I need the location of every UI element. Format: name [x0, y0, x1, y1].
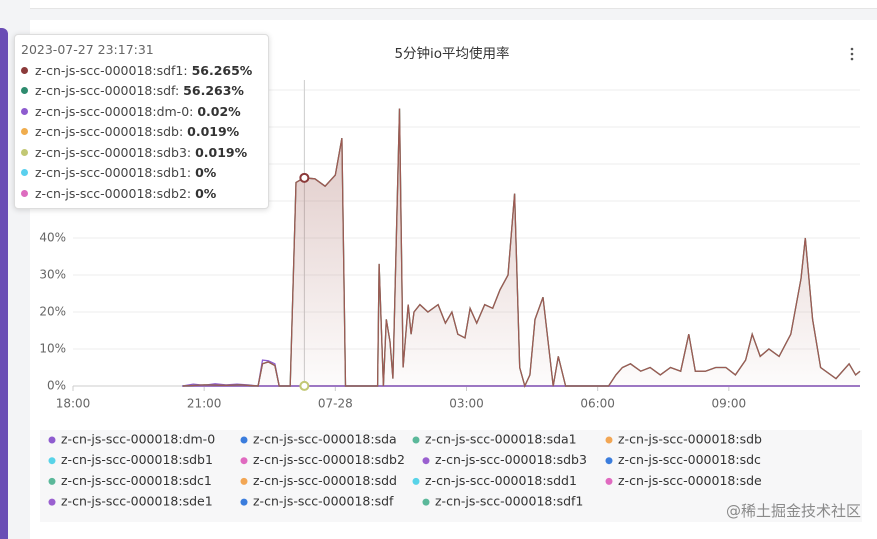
legend-label: z-cn-js-scc-000018:sdb1 [61, 452, 213, 467]
x-tick-label: 06:00 [580, 397, 615, 411]
tooltip-marker [21, 189, 28, 197]
legend-label: z-cn-js-scc-000018:sde [618, 473, 762, 488]
watermark: @稀土掘金技术社区 [725, 502, 861, 520]
tooltip-time: 2023-07-27 23:17:31 [21, 42, 154, 57]
legend-marker [240, 436, 248, 444]
y-tick-label: 10% [39, 342, 66, 356]
legend-label: z-cn-js-scc-000018:sdd1 [425, 473, 577, 488]
tooltip-value: 0% [195, 185, 217, 201]
legend-marker [412, 436, 420, 444]
x-tick-label: 07-28 [318, 397, 353, 411]
legend-marker [48, 457, 56, 465]
tooltip-name: z-cn-js-scc-000018:sdb [35, 124, 179, 139]
legend-marker [240, 457, 248, 465]
x-tick-label: 03:00 [449, 397, 484, 411]
x-tick-label: 21:00 [187, 397, 222, 411]
hover-point [299, 380, 310, 391]
tooltip-value: 56.263% [183, 83, 244, 98]
legend-box [40, 430, 862, 522]
y-tick-label: 20% [39, 305, 66, 319]
legend-label: z-cn-js-scc-000018:sdc [618, 452, 761, 467]
legend-label: z-cn-js-scc-000018:sdd [253, 473, 397, 488]
tooltip-name: z-cn-js-scc-000018:sdb1 [35, 165, 187, 180]
y-tick-label: 40% [39, 231, 66, 245]
tooltip-name: z-cn-js-scc-000018:sdf1 [35, 62, 184, 78]
legend-marker [422, 457, 430, 465]
legend-label: z-cn-js-scc-000018:dm-0 [61, 432, 215, 447]
tooltip-row: z-cn-js-scc-000018:sdf1: 56.265% [21, 61, 262, 82]
hover-point [299, 172, 310, 183]
tooltip-row: z-cn-js-scc-000018:dm-0: 0.02% [21, 102, 262, 123]
tooltip-row: z-cn-js-scc-000018:sdb: 0.019% [21, 122, 262, 143]
x-tick-label: 09:00 [712, 397, 747, 411]
tooltip-value: 56.265% [191, 62, 253, 78]
tooltip-name: z-cn-js-scc-000018:sdf [35, 83, 175, 98]
tooltip-marker [21, 169, 28, 176]
legend-marker [48, 477, 56, 485]
legend-label: z-cn-js-scc-000018:sdf [253, 494, 394, 509]
tooltip-marker [21, 66, 28, 74]
legend-marker [422, 498, 430, 506]
legend-label: z-cn-js-scc-000018:sdb2 [253, 452, 405, 467]
tooltip-marker [21, 107, 28, 115]
legend-label: z-cn-js-scc-000018:sda1 [425, 432, 577, 447]
legend-marker [240, 477, 248, 485]
tooltip-row: z-cn-js-scc-000018:sdb1: 0% [21, 163, 262, 184]
tooltip-marker [21, 128, 28, 135]
legend-marker [48, 498, 56, 506]
tooltip: 2023-07-27 23:17:31 z-cn-js-scc-000018:sd… [14, 34, 269, 209]
tooltip-value: 0.019% [187, 124, 240, 139]
legend-marker [605, 457, 613, 465]
legend-marker [412, 477, 420, 485]
tooltip-value: 0% [195, 165, 217, 180]
legend-label: z-cn-js-scc-000018:sdc1 [61, 473, 212, 488]
legend-marker [48, 436, 56, 444]
legend-label: z-cn-js-scc-000018:sda [253, 432, 397, 447]
legend-marker [240, 498, 248, 506]
top-card [30, 0, 877, 9]
side-bar [0, 28, 8, 539]
legend-marker [605, 477, 613, 485]
tooltip-value: 0.019% [195, 144, 248, 160]
legend-label: z-cn-js-scc-000018:sdf1 [435, 494, 583, 509]
tooltip-row: z-cn-js-scc-000018:sdf: 56.263% [21, 81, 262, 102]
tooltip-name: z-cn-js-scc-000018:sdb2 [35, 185, 187, 201]
legend-label: z-cn-js-scc-000018:sdb3 [435, 452, 587, 467]
tooltip-marker [21, 148, 28, 156]
tooltip-marker [21, 87, 28, 94]
legend-label: z-cn-js-scc-000018:sde1 [61, 494, 213, 509]
tooltip-name: z-cn-js-scc-000018:dm-0 [35, 103, 190, 119]
legend-marker [605, 436, 613, 444]
menu-icon[interactable] [850, 47, 854, 61]
tooltip-value: 0.02% [197, 103, 241, 119]
y-tick-label: 0% [47, 379, 66, 393]
series-line [182, 108, 861, 388]
tooltip-row: z-cn-js-scc-000018:sdb3: 0.019% [21, 143, 262, 164]
tooltip-row: z-cn-js-scc-000018:sdb2: 0% [21, 184, 262, 205]
series-line [182, 108, 861, 388]
y-tick-label: 30% [39, 268, 66, 282]
tooltip-name: z-cn-js-scc-000018:sdb3 [35, 144, 187, 160]
chart-title: 5分钟io平均使用率 [394, 45, 509, 62]
area [183, 108, 860, 386]
x-tick-label: 18:00 [56, 397, 91, 411]
legend-label: z-cn-js-scc-000018:sdb [618, 432, 762, 447]
